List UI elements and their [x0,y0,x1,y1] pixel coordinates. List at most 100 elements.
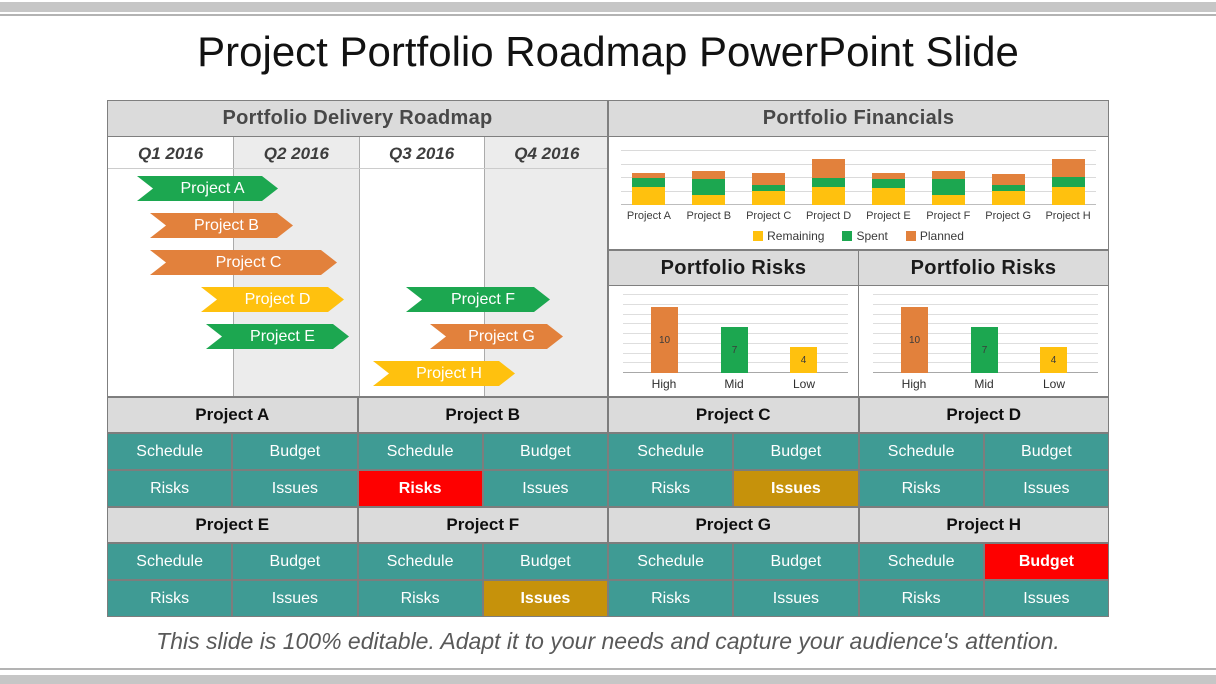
segment-spent [692,179,726,195]
timeline-column-q1: Q1 2016 [108,137,233,396]
roadmap-arrow-project-f: Project F [406,287,550,312]
segment-spent [752,185,786,191]
status-cell-e-schedule: Schedule [107,543,233,580]
segment-remaining [752,191,786,205]
status-cell-d-schedule: Schedule [858,433,984,470]
financials-category-label: Project F [926,210,971,222]
status-cell-h-issues: Issues [983,580,1109,617]
quarter-label: Q2 2016 [263,144,329,163]
project-status-grid: Project A Project B Project C Project D Sche… [107,397,1109,617]
project-header-project-b: Project B [357,397,608,433]
financials-bar-project-e [871,173,905,205]
risk-bar-high: 10 [901,307,928,373]
segment-spent [632,178,666,187]
roadmap-arrow-project-c: Project C [150,250,337,275]
risks-gridline [623,323,848,325]
status-cell-g-budget: Budget [733,543,859,580]
footer-note: This slide is 100% editable. Adapt it to… [156,628,1060,654]
status-cell-h-risks: Risks [858,580,984,617]
financials-gridline [621,204,1096,205]
financials-bar-project-b [692,171,726,205]
financials-bar-project-c [752,173,786,205]
status-cell-g-schedule: Schedule [608,543,734,580]
project-header-project-h: Project H [858,507,1109,543]
roadmap-arrow-project-b: Project B [150,213,293,238]
status-cell-f-issues: Issues [482,580,608,617]
status-cell-a-schedule: Schedule [107,433,233,470]
roadmap-arrow-project-e: Project E [206,324,349,349]
risks-gridline [873,323,1098,325]
legend-swatch [842,231,853,241]
project-header-project-d: Project D [858,397,1109,433]
timeline-header-divider [108,168,607,169]
portfolio-board: Portfolio Delivery Roadmap Portfolio Fin… [107,100,1109,617]
project-grid-block: Project A Project B Project C Project D Sche… [107,397,1109,507]
status-cell-g-issues: Issues [733,580,859,617]
quarter-label: Q3 2016 [389,144,455,163]
financials-category-label: Project H [1045,210,1091,222]
financials-bar-group [619,151,679,205]
segment-remaining [991,191,1025,205]
financials-bar-project-h [1051,159,1085,205]
risk-bar-mid: 7 [721,327,748,373]
status-cell-c-risks: Risks [608,470,734,507]
financials-bar-project-a [632,173,666,205]
legend-item-spent: Spent [842,229,888,243]
financials-bar-group [739,151,799,205]
segment-spent [1051,177,1085,187]
financials-bar-project-f [931,171,965,205]
legend-label: Remaining [767,229,825,243]
financials-gridline [621,190,1096,192]
status-cell-a-risks: Risks [107,470,233,507]
financials-bar-project-d [812,159,846,205]
project-header-project-g: Project G [608,507,859,543]
status-cell-f-schedule: Schedule [357,543,483,580]
financials-bar-group [799,151,859,205]
financials-bars [619,151,1098,205]
status-cell-b-issues: Issues [482,470,608,507]
segment-planned [931,171,965,179]
status-cell-d-issues: Issues [983,470,1109,507]
financials-category-label: Project E [866,210,911,222]
financials-bar-group [679,151,739,205]
risks-gridline [873,294,1098,295]
status-cell-e-issues: Issues [232,580,358,617]
risks-gridline [623,294,848,295]
project-header-project-e: Project E [107,507,358,543]
segment-remaining [632,187,666,205]
risks-chart-right: 10 High 7 Mid 4 Low [858,285,1109,397]
status-cell-c-schedule: Schedule [608,433,734,470]
status-cell-a-issues: Issues [232,470,358,507]
risks-section-header-left: Portfolio Risks [608,250,859,286]
legend-item-planned: Planned [905,229,964,243]
quarter-label: Q4 2016 [514,144,580,163]
segment-remaining [871,188,905,205]
legend-label: Spent [856,229,888,243]
segment-planned [752,173,786,185]
segment-remaining [1051,187,1085,205]
quarter-label: Q1 2016 [138,144,204,163]
risk-category-label: High [651,377,677,391]
risk-bar-mid: 7 [971,327,998,373]
financials-bar-group [918,151,978,205]
roadmap-arrow-project-g: Project G [430,324,563,349]
financials-category-labels: Project A Project B Project C Project D Proj… [619,210,1098,222]
timeline-column-q4: Q4 2016 [483,137,607,396]
segment-planned [812,159,846,178]
risk-bar-low: 4 [1040,347,1067,373]
risk-category-label: Low [1042,377,1065,391]
risk-bar-high: 10 [651,307,678,373]
financials-bar-group [978,151,1038,205]
financials-legend: Remaining Spent Planned [609,229,1108,243]
status-cell-b-budget: Budget [482,433,608,470]
risk-category-label: High [901,377,927,391]
financials-category-label: Project A [626,210,671,222]
status-cell-b-schedule: Schedule [357,433,483,470]
roadmap-arrow-project-d: Project D [201,287,344,312]
risk-category-label: Mid [724,377,744,391]
risks-chart-left: 10 High 7 Mid 4 Low [608,285,859,397]
financials-gridline [621,177,1096,178]
segment-spent [931,179,965,195]
status-cell-h-schedule: Schedule [858,543,984,580]
segment-spent [812,178,846,187]
